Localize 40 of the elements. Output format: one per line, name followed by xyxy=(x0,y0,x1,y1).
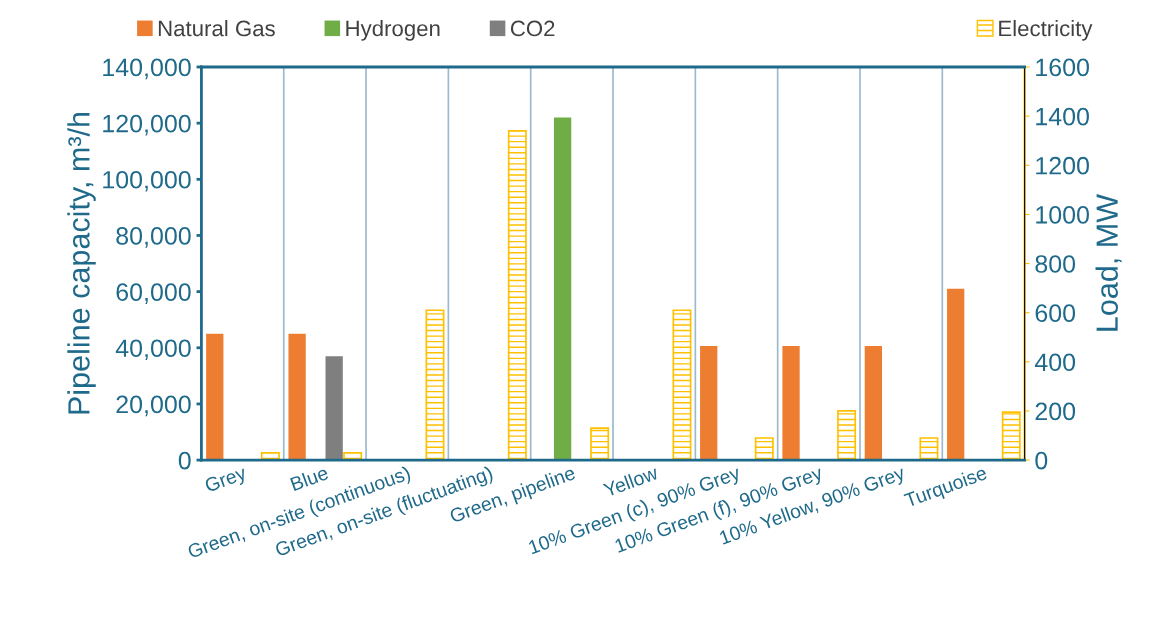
bar xyxy=(947,288,965,461)
y-tick-label: 0 xyxy=(178,451,191,470)
y2-tick-label: 1200 xyxy=(1036,156,1089,175)
y-tick-label: 80,000 xyxy=(116,227,191,248)
legend-label: Electricity xyxy=(999,20,1093,41)
y-tick-label: 60,000 xyxy=(116,283,191,304)
y2-tick-label: 1400 xyxy=(1036,107,1089,126)
bar xyxy=(507,130,527,461)
bar xyxy=(864,346,882,461)
y-tick-label: 100,000 xyxy=(103,170,191,192)
y-tick-label: 120,000 xyxy=(103,114,191,136)
bar xyxy=(754,437,774,461)
bar xyxy=(553,117,572,461)
bar xyxy=(206,333,224,461)
y-tick-label: 140,000 xyxy=(103,58,191,80)
bar xyxy=(590,427,610,461)
y2-tick-label: 1000 xyxy=(1036,206,1089,224)
bar xyxy=(672,309,692,461)
y2-tick-label: 600 xyxy=(1035,304,1076,322)
y2-tick-label: 800 xyxy=(1035,255,1076,273)
x-tick-label: Grey xyxy=(204,465,249,497)
y2-tick-label: 1600 xyxy=(1036,58,1089,77)
bar xyxy=(325,356,343,461)
bar xyxy=(700,346,718,461)
bar xyxy=(919,437,939,461)
y2-tick-label: 400 xyxy=(1034,353,1076,372)
y2-tick-label: 200 xyxy=(1035,402,1076,421)
legend-label: Hydrogen xyxy=(346,20,440,41)
bar xyxy=(425,309,445,461)
y2-tick-label: 0 xyxy=(1035,451,1048,470)
bar xyxy=(837,410,857,461)
bar xyxy=(288,333,306,461)
y2-axis-title: Load, MW xyxy=(1095,194,1122,331)
y-tick-label: 40,000 xyxy=(115,339,191,361)
y-tick-label: 20,000 xyxy=(116,395,191,417)
y-axis-title: Pipeline capacity, m³/h xyxy=(67,112,96,414)
legend-label: Natural Gas xyxy=(158,20,275,37)
bar xyxy=(782,346,800,461)
legend-label: CO2 xyxy=(510,20,555,37)
bar xyxy=(1001,411,1021,461)
